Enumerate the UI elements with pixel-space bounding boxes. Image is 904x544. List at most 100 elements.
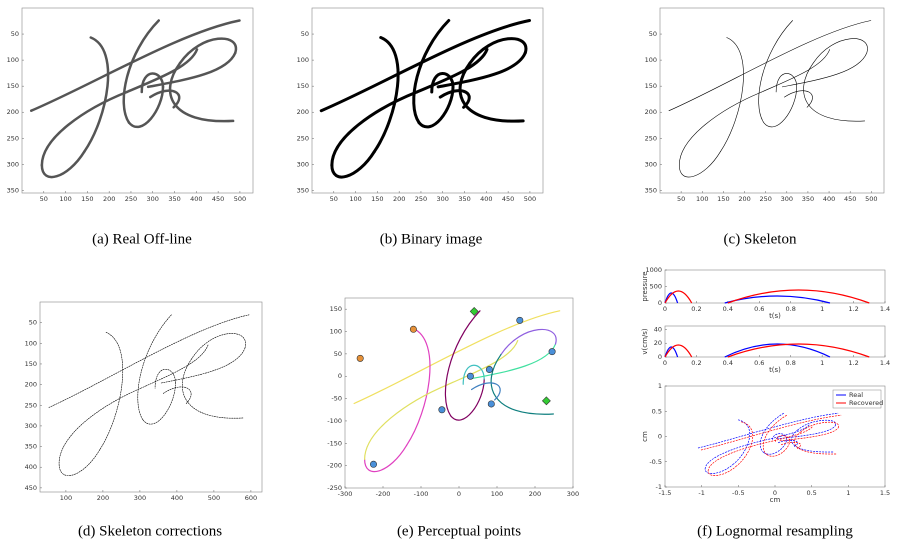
y-tick-label: 50 bbox=[334, 350, 342, 358]
y-tick-label: 100 bbox=[7, 56, 19, 64]
y-tick-label: 350 bbox=[297, 186, 309, 194]
y-tick-label: 300 bbox=[25, 422, 37, 430]
perceptual-point bbox=[467, 373, 473, 379]
perceptual-point bbox=[549, 348, 555, 354]
y-tick-label: 350 bbox=[7, 186, 19, 194]
x-tick-label: 0.4 bbox=[723, 359, 733, 367]
panel: 5010015020025030035040045050050100150200… bbox=[645, 8, 884, 247]
x-tick-label: 100 bbox=[59, 195, 71, 203]
x-tick-label: 200 bbox=[393, 195, 405, 203]
caption: (c) Skeleton bbox=[724, 231, 797, 247]
perceptual-point bbox=[410, 326, 416, 332]
x-tick-label: 50 bbox=[677, 195, 685, 203]
y-tick-label: 400 bbox=[25, 463, 37, 471]
y-tick-label: 100 bbox=[297, 56, 309, 64]
axes-frame bbox=[665, 326, 885, 357]
x-tick-label: 1.5 bbox=[880, 489, 890, 497]
x-tick-label: 0 bbox=[663, 305, 667, 313]
x-tick-label: 450 bbox=[212, 195, 224, 203]
perceptual-point bbox=[486, 366, 492, 372]
y-tick-label: 200 bbox=[7, 108, 19, 116]
x-tick-label: 350 bbox=[458, 195, 470, 203]
x-tick-label: -0.5 bbox=[732, 489, 745, 497]
caption: (e) Perceptual points bbox=[397, 523, 521, 539]
y-tick-label: 0.5 bbox=[652, 407, 662, 415]
x-tick-label: 250 bbox=[759, 195, 771, 203]
x-tick-label: 0.2 bbox=[691, 305, 701, 313]
x-tick-label: 0.4 bbox=[723, 305, 733, 313]
y-tick-label: 0 bbox=[658, 353, 662, 361]
x-tick-label: 0.5 bbox=[806, 489, 816, 497]
y-tick-label: -200 bbox=[327, 462, 342, 470]
x-tick-label: 400 bbox=[823, 195, 835, 203]
y-tick-label: 150 bbox=[7, 82, 19, 90]
y-axis-label: pressure bbox=[641, 271, 649, 301]
x-tick-label: 50 bbox=[330, 195, 338, 203]
y-tick-label: 20 bbox=[654, 339, 662, 347]
y-tick-label: 100 bbox=[25, 339, 37, 347]
x-tick-label: 250 bbox=[415, 195, 427, 203]
y-tick-label: 300 bbox=[297, 160, 309, 168]
legend-label: Recovered bbox=[849, 399, 883, 407]
y-tick-label: 50 bbox=[11, 30, 19, 38]
axes-frame bbox=[345, 298, 573, 488]
x-tick-label: 400 bbox=[480, 195, 492, 203]
caption: (d) Skeleton corrections bbox=[78, 523, 222, 539]
x-axis-label: t(s) bbox=[769, 366, 781, 374]
x-tick-label: 200 bbox=[103, 195, 115, 203]
y-tick-label: 150 bbox=[645, 82, 657, 90]
x-tick-label: 150 bbox=[371, 195, 383, 203]
x-tick-label: 100 bbox=[349, 195, 361, 203]
perceptual-point bbox=[357, 355, 363, 361]
x-tick-label: 0.6 bbox=[754, 305, 764, 313]
x-tick-label: 600 bbox=[245, 494, 257, 502]
caption: (f) Lognormal resampling bbox=[697, 523, 853, 539]
x-tick-label: 400 bbox=[171, 494, 183, 502]
x-tick-label: 1.2 bbox=[848, 359, 858, 367]
caption: (b) Binary image bbox=[380, 231, 483, 247]
x-tick-label: 150 bbox=[81, 195, 93, 203]
panel: 5010015020025030035040045050050100150200… bbox=[7, 8, 253, 247]
y-tick-label: 350 bbox=[25, 443, 37, 451]
x-tick-label: 200 bbox=[529, 490, 541, 498]
x-tick-label: 400 bbox=[190, 195, 202, 203]
x-tick-label: 1.4 bbox=[880, 359, 890, 367]
y-tick-label: -1 bbox=[656, 483, 662, 491]
axes-frame bbox=[665, 270, 885, 303]
perceptual-point bbox=[439, 407, 445, 413]
x-tick-label: 450 bbox=[844, 195, 856, 203]
x-tick-label: 0.8 bbox=[786, 305, 796, 313]
y-tick-label: 200 bbox=[25, 381, 37, 389]
perceptual-point bbox=[517, 317, 523, 323]
x-tick-label: 0.6 bbox=[754, 359, 764, 367]
caption: (a) Real Off-line bbox=[92, 231, 192, 247]
y-tick-label: 150 bbox=[25, 360, 37, 368]
y-tick-label: 50 bbox=[649, 30, 657, 38]
x-tick-label: 0 bbox=[663, 359, 667, 367]
y-tick-label: 150 bbox=[330, 305, 342, 313]
y-axis-label: v(cm/s) bbox=[641, 328, 649, 355]
y-tick-label: 300 bbox=[7, 160, 19, 168]
y-tick-label: -50 bbox=[331, 395, 342, 403]
axes-frame bbox=[40, 302, 262, 492]
y-tick-label: 150 bbox=[297, 82, 309, 90]
y-tick-label: -0.5 bbox=[649, 458, 662, 466]
y-tick-label: -100 bbox=[327, 417, 342, 425]
x-tick-label: 350 bbox=[168, 195, 180, 203]
x-tick-label: 200 bbox=[738, 195, 750, 203]
y-tick-label: -150 bbox=[327, 439, 342, 447]
x-tick-label: 300 bbox=[567, 490, 579, 498]
y-tick-label: 250 bbox=[25, 401, 37, 409]
x-tick-label: 1 bbox=[820, 359, 824, 367]
x-tick-label: 0.8 bbox=[786, 359, 796, 367]
panel: 00.20.40.60.811.21.405001000t(s)pressure bbox=[641, 266, 890, 320]
x-tick-label: 300 bbox=[147, 195, 159, 203]
y-tick-label: 1 bbox=[658, 382, 662, 390]
x-tick-label: 1 bbox=[820, 305, 824, 313]
y-tick-label: 50 bbox=[301, 30, 309, 38]
x-tick-label: 450 bbox=[502, 195, 514, 203]
y-tick-label: 300 bbox=[645, 160, 657, 168]
y-tick-label: 0 bbox=[338, 372, 342, 380]
